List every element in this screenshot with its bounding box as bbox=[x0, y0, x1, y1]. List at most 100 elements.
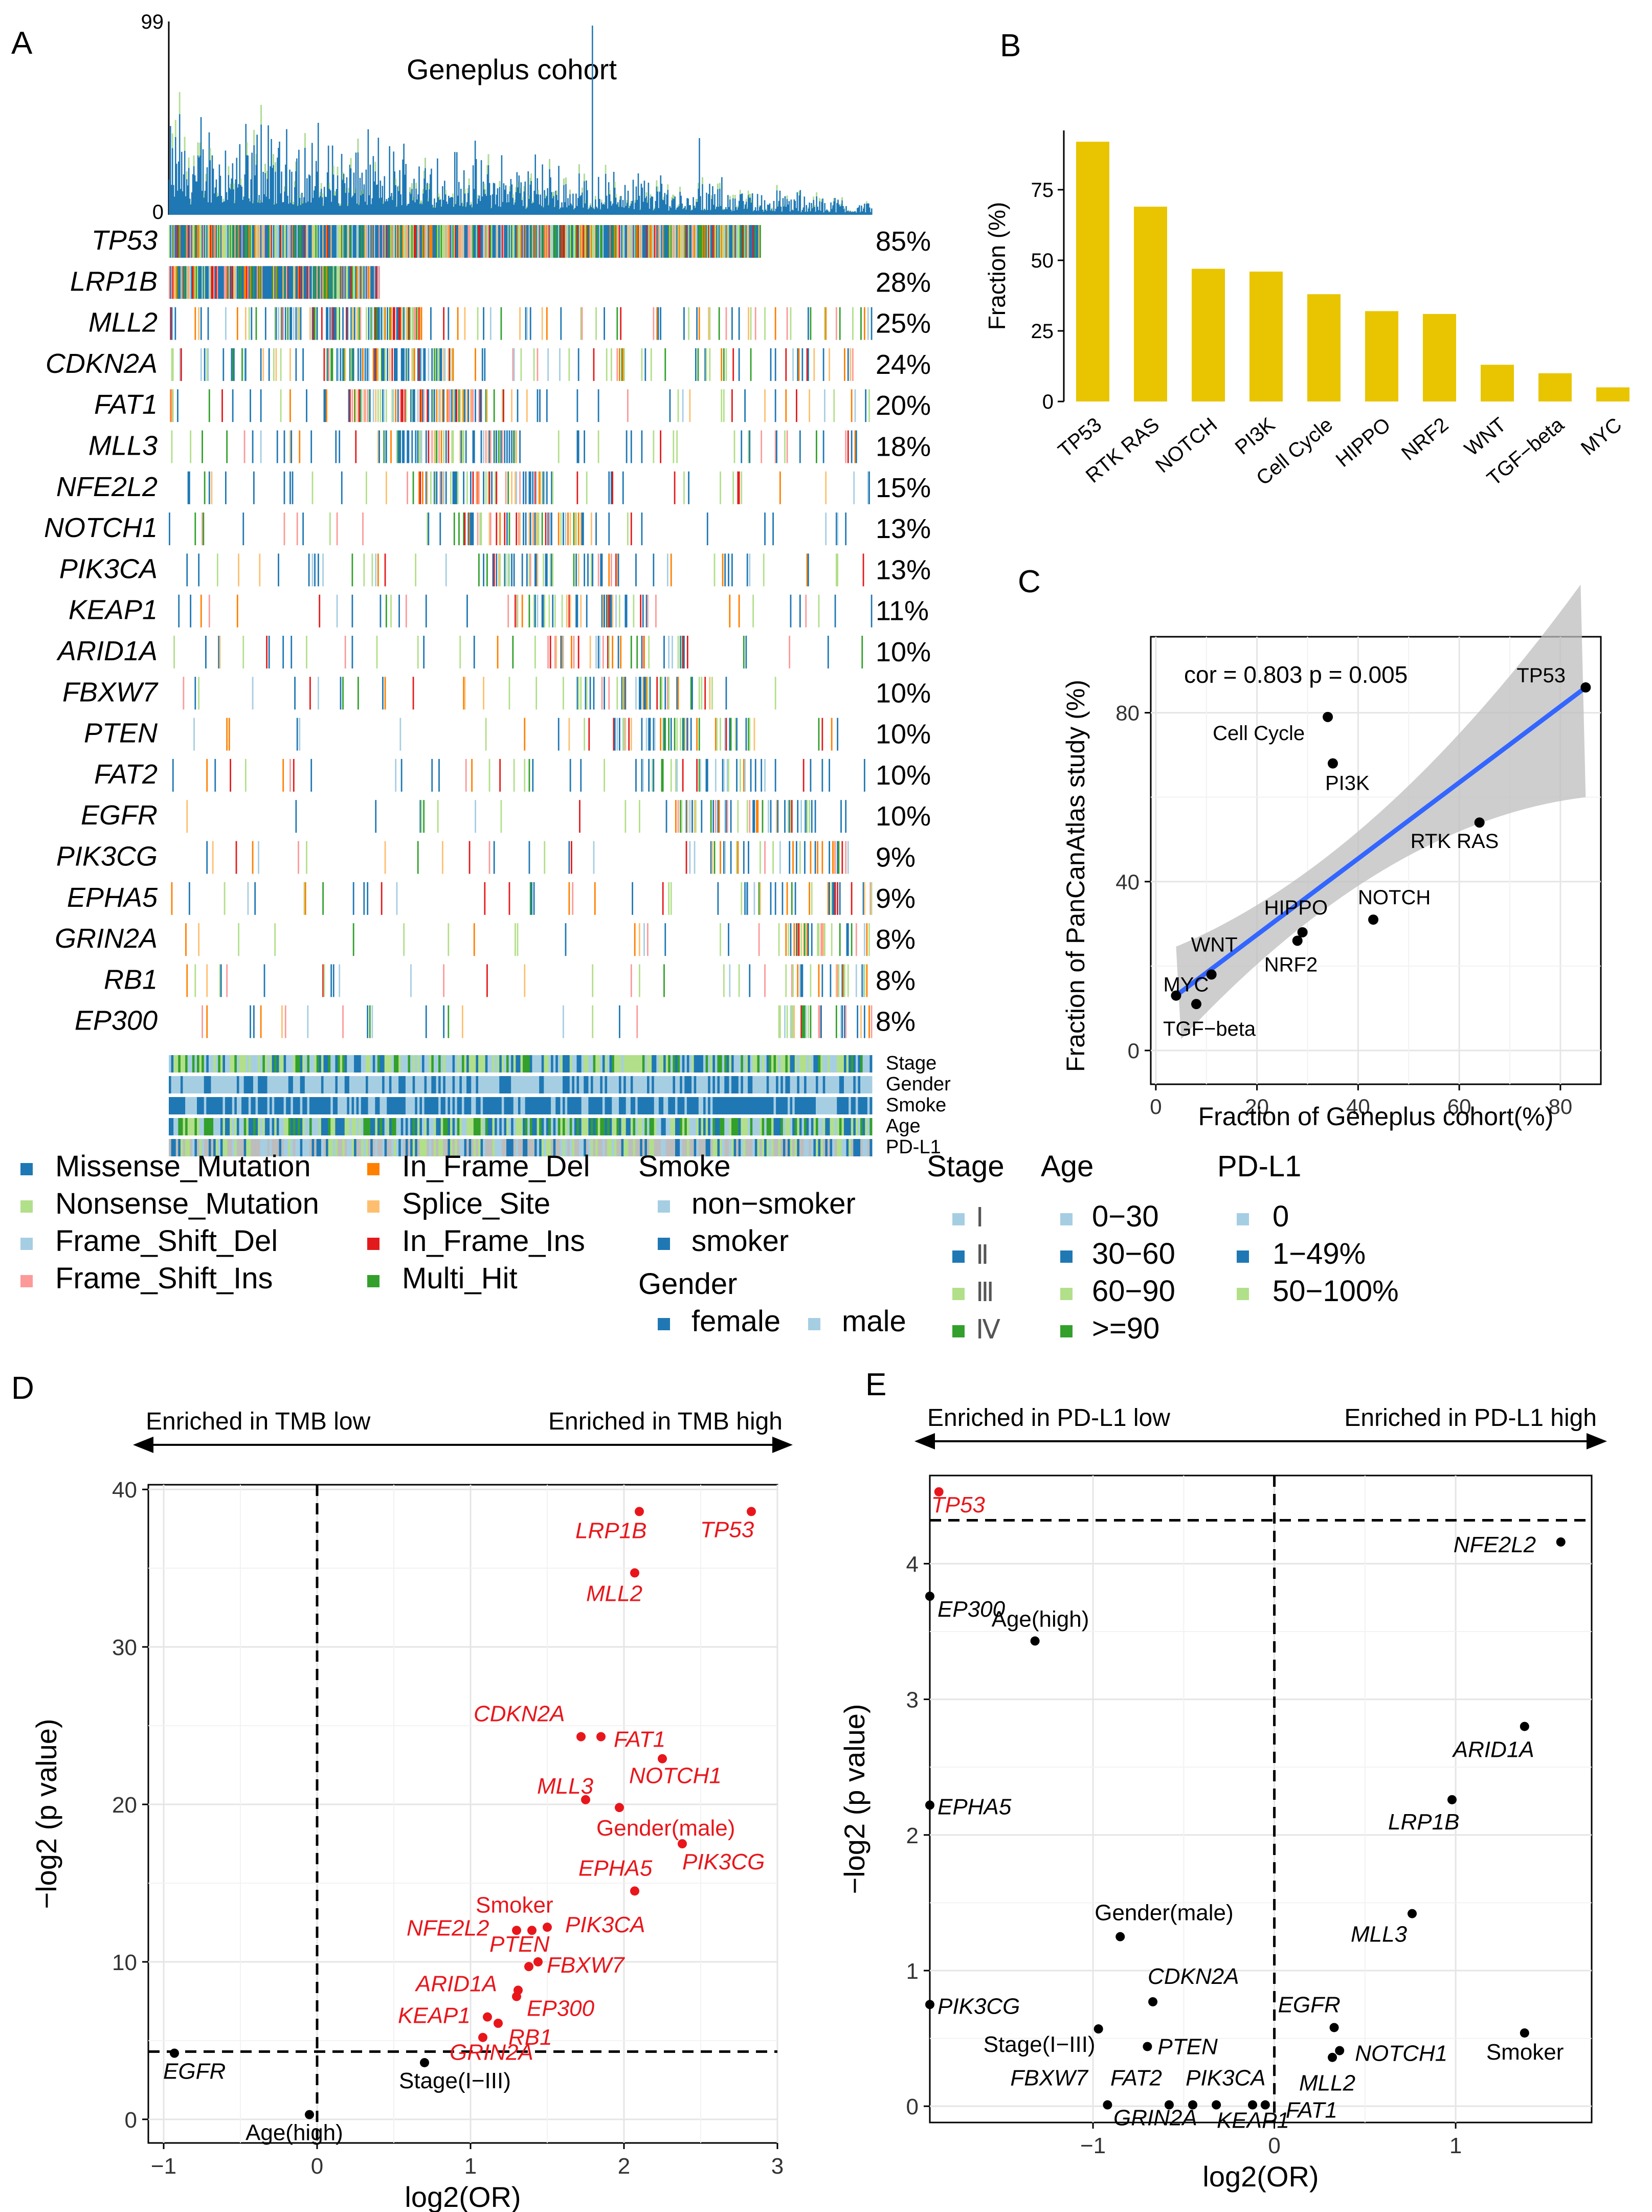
mutation-cell bbox=[520, 225, 522, 258]
tmb-bar bbox=[175, 164, 177, 215]
tmb-bar bbox=[463, 170, 465, 215]
tmb-bar-part bbox=[528, 195, 530, 199]
tmb-bar bbox=[652, 196, 654, 215]
mutation-cell bbox=[716, 225, 718, 258]
mutation-cell bbox=[486, 553, 488, 587]
mutation-cell bbox=[226, 430, 228, 463]
mutation-cell bbox=[587, 553, 589, 587]
mutation-cell bbox=[622, 471, 624, 504]
tmb-bar-part bbox=[347, 204, 349, 206]
mutation-cell bbox=[187, 471, 189, 504]
mutation-cell bbox=[703, 225, 705, 258]
mutation-cell bbox=[827, 636, 829, 668]
mutation-cell bbox=[551, 225, 552, 258]
tmb-bar bbox=[629, 206, 631, 215]
mutation-cell bbox=[268, 636, 270, 668]
annotation-cell bbox=[855, 1076, 858, 1093]
mutation-cell bbox=[359, 225, 361, 258]
mutation-cell bbox=[377, 266, 379, 299]
gene-label-pik3cg: PIK3CG bbox=[56, 841, 158, 872]
mutation-cell bbox=[772, 841, 774, 874]
tmb-bar bbox=[500, 207, 502, 215]
mutation-cell bbox=[857, 1005, 858, 1038]
annotation-cell bbox=[382, 1076, 385, 1093]
annotation-cell bbox=[593, 1055, 596, 1073]
annotation-cell bbox=[476, 1139, 479, 1156]
mutation-cell bbox=[577, 553, 579, 587]
annotation-cell bbox=[283, 1139, 286, 1156]
mutation-cell bbox=[247, 266, 249, 299]
annotation-cell bbox=[180, 1139, 183, 1156]
annotation-cell bbox=[316, 1097, 319, 1114]
annotation-cell bbox=[398, 1097, 401, 1114]
annotation-cell bbox=[799, 1118, 802, 1135]
annotation-cell bbox=[480, 1097, 483, 1114]
tmb-bar bbox=[207, 202, 209, 215]
mutation-cell bbox=[624, 677, 627, 710]
tmb-bar bbox=[224, 201, 226, 215]
tmb-bar bbox=[803, 196, 806, 215]
tmb-bar bbox=[290, 200, 292, 215]
mutation-cell bbox=[379, 389, 382, 422]
mutation-cell bbox=[268, 225, 270, 258]
tmb-bar bbox=[591, 26, 593, 215]
annotation-cell bbox=[822, 1055, 825, 1073]
mutation-cell bbox=[593, 841, 595, 874]
mutation-cell bbox=[281, 1005, 283, 1038]
mutation-cell bbox=[483, 677, 484, 710]
mutation-cell bbox=[709, 677, 711, 710]
mutation-cell bbox=[577, 225, 579, 258]
annotation-cell bbox=[492, 1055, 495, 1073]
tmb-bar-part bbox=[395, 178, 396, 186]
tmb-bar bbox=[743, 207, 745, 215]
annotation-cell bbox=[335, 1055, 338, 1073]
mutation-cell bbox=[228, 225, 230, 258]
annotation-cell bbox=[523, 1097, 526, 1114]
mutation-cell bbox=[545, 512, 547, 546]
tmb-bar bbox=[478, 195, 480, 215]
annotation-cell bbox=[448, 1139, 451, 1156]
mutation-cell bbox=[283, 512, 285, 546]
mutation-cell bbox=[488, 512, 490, 546]
mutation-cell bbox=[485, 471, 487, 504]
tmb-bar bbox=[830, 202, 832, 215]
annotation-cell bbox=[663, 1139, 666, 1156]
annotation-cell bbox=[403, 1055, 406, 1073]
annotation-cell bbox=[717, 1139, 720, 1156]
mutation-cell bbox=[811, 923, 813, 956]
mutation-cell bbox=[243, 266, 245, 299]
annotation-cell bbox=[576, 1139, 579, 1156]
annotation-cell bbox=[555, 1118, 559, 1135]
mutation-cell bbox=[407, 348, 408, 381]
mutation-cell bbox=[447, 225, 448, 258]
mutation-cell bbox=[412, 348, 414, 381]
tmb-bar-part bbox=[514, 199, 516, 203]
annotation-cell bbox=[246, 1076, 249, 1093]
annotation-cell bbox=[619, 1097, 622, 1114]
annotation-cell bbox=[215, 1097, 218, 1114]
annotation-cell bbox=[443, 1055, 446, 1073]
tmb-bar-part bbox=[284, 186, 285, 192]
legend-label-age-0: 0−30 bbox=[1092, 1200, 1159, 1233]
annotation-cell bbox=[532, 1118, 535, 1135]
annotation-cell bbox=[754, 1139, 757, 1156]
annotation-cell bbox=[593, 1139, 596, 1156]
annotation-cell bbox=[830, 1076, 833, 1093]
mutation-cell bbox=[463, 389, 464, 422]
tmb-bar-part bbox=[614, 182, 616, 188]
annotation-cell bbox=[206, 1118, 209, 1135]
annotation-cell bbox=[694, 1055, 697, 1073]
mutation-cell bbox=[829, 882, 830, 915]
mutation-cell bbox=[221, 266, 223, 299]
annotation-cell bbox=[429, 1076, 432, 1093]
mutation-cell bbox=[254, 266, 256, 299]
annotation-cell bbox=[867, 1139, 870, 1156]
mutation-cell bbox=[391, 348, 393, 381]
annotation-cell bbox=[354, 1139, 357, 1156]
mutation-cell bbox=[597, 553, 599, 587]
legend-swatch-frame-shift-del bbox=[20, 1238, 33, 1250]
mutation-cell bbox=[654, 225, 656, 258]
mutation-cell bbox=[368, 348, 370, 381]
tmb-bar bbox=[766, 211, 768, 215]
annotation-cell bbox=[804, 1139, 807, 1156]
